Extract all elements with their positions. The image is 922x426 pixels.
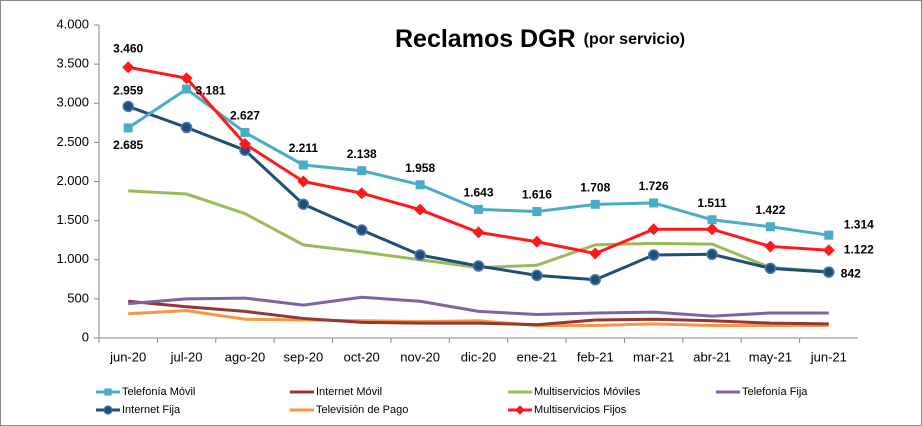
marker [590,199,600,209]
marker [823,266,835,278]
marker [415,180,425,190]
data-label: 1.643 [463,186,493,200]
legend-label: Internet Móvil [316,386,382,398]
marker [472,260,485,272]
marker [474,204,483,214]
x-tick-label: feb-21 [577,349,614,364]
legend-label: Televisión de Pago [316,404,408,416]
series-line [128,295,829,318]
marker [355,187,368,200]
data-label: 2.685 [113,138,143,152]
y-tick-label: 1.000 [56,251,89,266]
x-tick-label: jun-21 [810,349,847,364]
marker [824,230,834,240]
marker [647,223,660,236]
x-tick-label: ago-20 [225,349,265,364]
marker [122,100,134,113]
marker [297,175,310,188]
data-label: 1.958 [405,161,435,175]
marker [238,137,251,150]
data-label: 1.726 [639,179,669,193]
x-tick-label: jun-20 [109,349,146,364]
data-label: 2.211 [289,141,319,155]
data-label: 2.138 [347,147,377,161]
subtitle: (por servicio) [584,31,685,48]
marker [589,247,602,260]
marker [298,160,308,170]
marker [764,262,777,275]
x-tick-label: abr-21 [693,349,731,364]
marker [706,248,718,261]
y-tick-label: 0 [82,329,89,344]
x-tick-label: oct-20 [344,349,380,364]
legend-label: Telefonía Fija [742,386,808,398]
marker [530,235,543,248]
y-tick-label: 500 [67,290,89,305]
y-tick-label: 4.000 [56,16,89,31]
data-label: 1.708 [580,181,610,195]
x-tick-label: ene-21 [517,349,557,364]
x-tick-label: mar-21 [633,349,674,364]
data-label: 2.627 [230,109,260,123]
marker [764,240,777,253]
marker [297,198,310,210]
marker [182,84,192,94]
marker [103,405,113,415]
legend-label: Internet Fija [122,404,181,416]
marker [355,224,368,236]
data-label: 1.511 [697,196,727,210]
y-tick-label: 3.000 [56,95,89,110]
legend-label: Multiservicios Móviles [534,386,641,398]
marker [180,72,193,85]
x-tick-label: nov-20 [400,349,440,364]
marker [123,123,133,133]
marker [104,388,112,396]
chart-title: Reclamos DGR (por servicio) [395,25,685,53]
data-label: 1.422 [755,203,785,217]
marker [472,226,485,239]
x-tick-label: may-21 [749,349,792,364]
x-tick-label: dic-20 [461,349,496,364]
marker [531,269,543,282]
marker [706,223,719,236]
marker [240,127,250,137]
x-tick-label: jul-20 [170,349,203,364]
data-label: 3.181 [196,83,226,97]
legend-label: Multiservicios Fijos [534,404,627,416]
data-label: 1.122 [844,242,874,256]
y-tick-label: 3.500 [56,56,89,71]
marker [414,203,427,216]
title: Reclamos DGR [395,25,576,53]
series-line [128,299,829,327]
y-tick-label: 1.500 [56,212,89,227]
series-line [128,309,829,327]
marker [647,249,660,261]
marker [822,244,835,257]
data-label: 1.616 [522,188,552,202]
marker [180,121,193,134]
legend-label: Telefonía Móvil [122,386,195,398]
marker [357,166,367,176]
marker [122,61,135,74]
marker [649,198,659,208]
marker [707,215,717,225]
x-tick-label: sep-20 [283,349,323,364]
marker [414,249,426,261]
y-tick-label: 2.500 [56,134,89,149]
data-label: 1.314 [844,217,874,231]
data-label: 842 [841,266,861,280]
marker [765,222,775,232]
y-tick-label: 2.000 [56,173,89,188]
marker [532,207,542,217]
marker [589,273,602,286]
data-label: 2.959 [113,84,143,98]
data-label: 3.460 [113,41,143,55]
